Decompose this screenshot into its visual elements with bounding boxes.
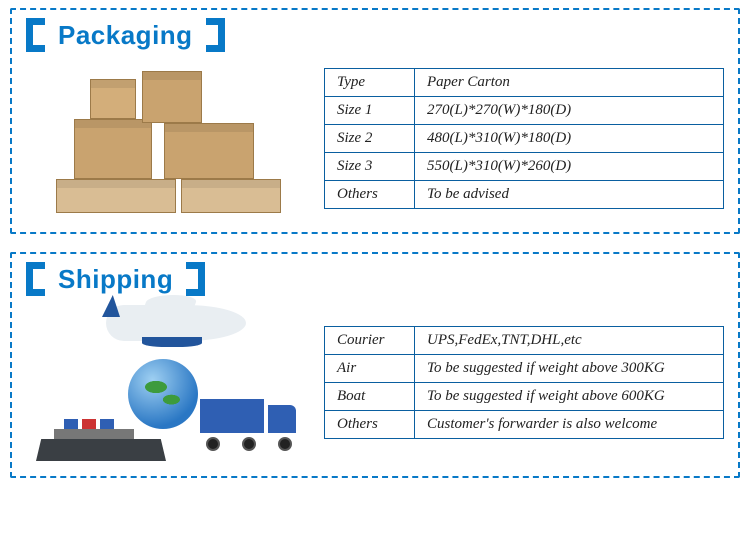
cell-value: UPS,FedEx,TNT,DHL,etc [415, 326, 724, 354]
table-row: TypePaper Carton [325, 68, 724, 96]
table-row: BoatTo be suggested if weight above 600K… [325, 382, 724, 410]
cell-value: 270(L)*270(W)*180(D) [415, 96, 724, 124]
bracket-right-icon [187, 262, 205, 296]
shipping-title: Shipping [52, 264, 179, 295]
cell-key: Courier [325, 326, 415, 354]
table-row: OthersCustomer's forwarder is also welco… [325, 410, 724, 438]
logistics-icon [36, 297, 296, 467]
shipping-table: CourierUPS,FedEx,TNT,DHL,etc AirTo be su… [324, 326, 724, 439]
cell-value: Paper Carton [415, 68, 724, 96]
cell-key: Others [325, 180, 415, 208]
cell-value: 550(L)*310(W)*260(D) [415, 152, 724, 180]
table-row: Size 1270(L)*270(W)*180(D) [325, 96, 724, 124]
packaging-table: TypePaper Carton Size 1270(L)*270(W)*180… [324, 68, 724, 209]
cell-key: Boat [325, 382, 415, 410]
table-row: AirTo be suggested if weight above 300KG [325, 354, 724, 382]
bracket-right-icon [207, 18, 225, 52]
cell-key: Size 1 [325, 96, 415, 124]
cell-value: To be advised [415, 180, 724, 208]
plane-icon [106, 305, 246, 341]
cell-value: 480(L)*310(W)*180(D) [415, 124, 724, 152]
table-row: Size 3550(L)*310(W)*260(D) [325, 152, 724, 180]
cell-value: To be suggested if weight above 300KG [415, 354, 724, 382]
cell-key: Type [325, 68, 415, 96]
shipping-illustration [26, 302, 306, 462]
cell-key: Size 3 [325, 152, 415, 180]
cell-key: Others [325, 410, 415, 438]
shipping-body: CourierUPS,FedEx,TNT,DHL,etc AirTo be su… [26, 302, 724, 462]
ship-icon [36, 415, 166, 461]
table-row: Size 2480(L)*310(W)*180(D) [325, 124, 724, 152]
packaging-title: Packaging [52, 20, 199, 51]
shipping-header: Shipping [26, 262, 724, 296]
cell-value: Customer's forwarder is also welcome [415, 410, 724, 438]
cell-key: Air [325, 354, 415, 382]
bracket-left-icon [26, 18, 44, 52]
table-row: CourierUPS,FedEx,TNT,DHL,etc [325, 326, 724, 354]
packaging-illustration [26, 58, 306, 218]
boxes-icon [46, 63, 286, 213]
cell-value: To be suggested if weight above 600KG [415, 382, 724, 410]
shipping-section: Shipping CourierUPS,FedEx,TNT,DHL,etc Ai… [10, 252, 740, 478]
packaging-body: TypePaper Carton Size 1270(L)*270(W)*180… [26, 58, 724, 218]
packaging-header: Packaging [26, 18, 724, 52]
cell-key: Size 2 [325, 124, 415, 152]
bracket-left-icon [26, 262, 44, 296]
packaging-section: Packaging TypePaper Carton Size 1270(L)*… [10, 8, 740, 234]
truck-icon [200, 399, 296, 449]
table-row: OthersTo be advised [325, 180, 724, 208]
